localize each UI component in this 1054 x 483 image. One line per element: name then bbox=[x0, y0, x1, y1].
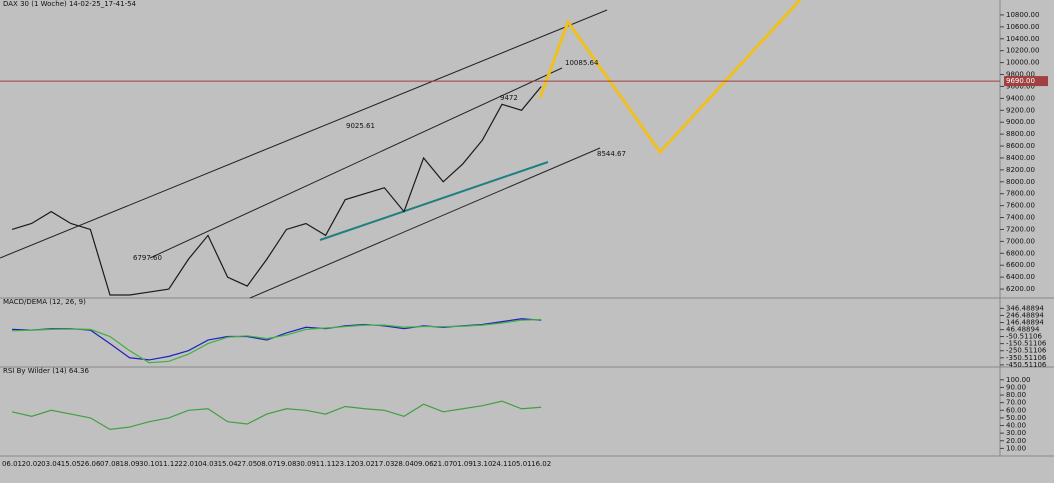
x-tick-label: 16.02 bbox=[531, 460, 551, 468]
drawings bbox=[0, 0, 802, 299]
x-tick-label: 26.06 bbox=[80, 460, 101, 468]
x-tick-label: 15.05 bbox=[61, 460, 81, 468]
y-tick-label: 8800.00 bbox=[1006, 130, 1035, 138]
x-tick-label: 19.08 bbox=[276, 460, 296, 468]
x-tick-label: 17.03 bbox=[374, 460, 394, 468]
y-tick-label: 9400.00 bbox=[1006, 94, 1035, 102]
y-tick-label: 246.48894 bbox=[1006, 311, 1044, 319]
forecast-line bbox=[538, 0, 802, 155]
y-tick-label: 7800.00 bbox=[1006, 190, 1035, 198]
y-tick-label: 8200.00 bbox=[1006, 166, 1035, 174]
series-line bbox=[11, 400, 542, 430]
y-tick-label: 90.00 bbox=[1006, 383, 1026, 391]
y-tick-label: 60.00 bbox=[1006, 406, 1026, 414]
x-tick-label: 13.10 bbox=[472, 460, 492, 468]
x-tick-label: 07.08 bbox=[100, 460, 120, 468]
y-tick-label: 10800.00 bbox=[1006, 11, 1039, 19]
y-tick-label: -150.51106 bbox=[1006, 340, 1047, 348]
x-tick-label: 09.06 bbox=[414, 460, 435, 468]
y-tick-label: 7400.00 bbox=[1006, 214, 1035, 222]
y-tick-label: 100.00 bbox=[1006, 376, 1031, 384]
y-tick-label: 8000.00 bbox=[1006, 178, 1035, 186]
annotation: 9025.61 bbox=[346, 122, 375, 130]
y-tick-label: 7600.00 bbox=[1006, 202, 1035, 210]
y-tick-label: 346.48894 bbox=[1006, 304, 1044, 312]
y-tick-label: 6800.00 bbox=[1006, 249, 1035, 257]
y-tick-label: 10000.00 bbox=[1006, 59, 1039, 67]
y-tick-label: -350.51106 bbox=[1006, 354, 1047, 362]
x-tick-label: 03.02 bbox=[355, 460, 375, 468]
y-tick-label: -50.51106 bbox=[1006, 333, 1042, 341]
channel-line bbox=[0, 9, 608, 259]
y-tick-label: 80.00 bbox=[1006, 391, 1026, 399]
panel-title: MACD/DEMA (12, 26, 9) bbox=[3, 298, 86, 306]
y-tick-label: -450.51106 bbox=[1006, 361, 1047, 369]
x-tick-label: 23.12 bbox=[335, 460, 355, 468]
y-tick-label: 7200.00 bbox=[1006, 225, 1035, 233]
y-tick-label: 7000.00 bbox=[1006, 237, 1035, 245]
y-tick-label: 50.00 bbox=[1006, 414, 1026, 422]
series-line bbox=[11, 86, 542, 296]
x-tick-label: 11.11 bbox=[316, 460, 336, 468]
y-tick-label: 20.00 bbox=[1006, 437, 1026, 445]
y-tick-label: -250.51106 bbox=[1006, 347, 1047, 355]
y-tick-label: 8600.00 bbox=[1006, 142, 1035, 150]
x-tick-label: 05.01 bbox=[512, 460, 532, 468]
x-tick-label: 22.01 bbox=[178, 460, 198, 468]
panel-title: RSI By Wilder (14) 64.36 bbox=[3, 367, 89, 375]
x-tick-label: 28.04 bbox=[394, 460, 415, 468]
y-tick-label: 9800.00 bbox=[1006, 71, 1035, 79]
y-tick-label: 10200.00 bbox=[1006, 47, 1039, 55]
y-tick-label: 46.48894 bbox=[1006, 326, 1040, 334]
x-tick-label: 15.04 bbox=[218, 460, 239, 468]
chart-title: DAX 30 (1 Woche) 14-02-25_17-41-54 bbox=[3, 0, 137, 8]
y-tick-label: 8400.00 bbox=[1006, 154, 1035, 162]
annotation: 10085.64 bbox=[565, 59, 599, 67]
x-tick-label: 01.09 bbox=[453, 460, 473, 468]
y-tick-label: 10.00 bbox=[1006, 444, 1026, 452]
x-tick-label: 03.04 bbox=[41, 460, 62, 468]
y-tick-label: 10400.00 bbox=[1006, 35, 1039, 43]
channel-line bbox=[149, 67, 563, 259]
x-tick-label: 11.12 bbox=[159, 460, 179, 468]
x-tick-label: 08.07 bbox=[257, 460, 277, 468]
y-tick-label: 146.48894 bbox=[1006, 319, 1044, 327]
y-tick-label: 6600.00 bbox=[1006, 261, 1035, 269]
x-tick-label: 24.11 bbox=[492, 460, 512, 468]
x-tick-label: 06.01 bbox=[2, 460, 22, 468]
y-tick-label: 30.00 bbox=[1006, 429, 1026, 437]
series-line bbox=[11, 318, 542, 364]
x-tick-label: 18.09 bbox=[120, 460, 140, 468]
trend-line bbox=[319, 161, 549, 241]
y-tick-label: 70.00 bbox=[1006, 399, 1026, 407]
annotation: 8544.67 bbox=[597, 150, 626, 158]
level-label: 9690.00 bbox=[1006, 77, 1035, 85]
annotation: 6797.60 bbox=[133, 254, 162, 262]
x-tick-label: 30.09 bbox=[296, 460, 316, 468]
x-tick-label: 20.02 bbox=[22, 460, 42, 468]
x-tick-label: 27.05 bbox=[237, 460, 257, 468]
x-tick-label: 30.10 bbox=[139, 460, 159, 468]
y-tick-label: 9200.00 bbox=[1006, 106, 1035, 114]
y-tick-label: 10600.00 bbox=[1006, 23, 1039, 31]
x-tick-label: 04.03 bbox=[198, 460, 218, 468]
level-label-box bbox=[1004, 76, 1048, 87]
x-tick-label: 21.07 bbox=[433, 460, 453, 468]
annotation: 9472 bbox=[500, 94, 518, 102]
y-tick-label: 6200.00 bbox=[1006, 285, 1035, 293]
channel-line bbox=[249, 147, 601, 299]
y-tick-label: 40.00 bbox=[1006, 422, 1026, 430]
y-tick-label: 9000.00 bbox=[1006, 118, 1035, 126]
y-tick-label: 9600.00 bbox=[1006, 82, 1035, 90]
y-tick-label: 6400.00 bbox=[1006, 273, 1035, 281]
